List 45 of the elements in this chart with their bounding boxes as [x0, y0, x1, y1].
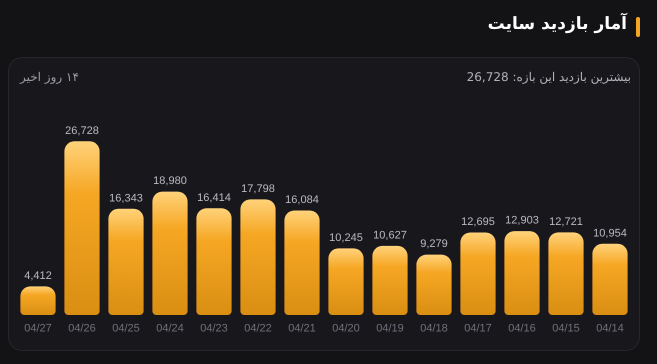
x-tick-label: 04/24 [156, 322, 184, 334]
x-tick-label: 04/20 [332, 322, 360, 334]
data-label: 4,412 [24, 270, 52, 282]
bar [548, 232, 584, 315]
x-tick-label: 04/16 [508, 322, 536, 334]
bar [196, 208, 232, 315]
bar [240, 199, 276, 315]
data-label: 12,903 [505, 214, 539, 227]
text: ۱۴ روز اخیر [20, 70, 79, 84]
data-label: 16,343 [109, 192, 143, 204]
x-tick-label: 04/21 [288, 322, 316, 334]
chart-title: آمار بازدید سایت [488, 14, 627, 34]
data-label: 10,627 [373, 229, 407, 242]
bar [416, 254, 452, 315]
x-tick-label: 04/25 [112, 322, 140, 334]
x-tick-label: 04/15 [552, 322, 580, 334]
x-tick-label: 04/18 [420, 322, 448, 334]
data-label: 12,695 [461, 216, 495, 228]
x-tick-label: 04/23 [200, 322, 228, 334]
bar [504, 231, 540, 315]
chart-subtitle: بیشترین بازدید این بازه: 26,728 [466, 70, 631, 84]
x-tick-label: 04/22 [244, 322, 272, 334]
x-tick-label: 04/27 [24, 322, 52, 334]
x-tick-label: 04/26 [68, 322, 96, 334]
bar [372, 246, 408, 315]
data-label: 16,414 [197, 192, 231, 204]
bar [328, 248, 364, 315]
bar [152, 192, 188, 315]
x-tick-label: 04/19 [376, 322, 404, 334]
data-label: 17,798 [241, 182, 275, 195]
bar [20, 286, 56, 315]
data-label: 9,279 [420, 238, 448, 250]
data-label: 26,728 [65, 124, 99, 137]
x-tick-label: 04/14 [596, 322, 624, 334]
data-label: 18,980 [153, 175, 187, 188]
data-label: 16,084 [285, 194, 319, 206]
x-tick-label: 04/17 [464, 322, 492, 334]
bar [592, 244, 628, 315]
bar [64, 141, 100, 315]
data-label: 12,721 [549, 216, 583, 228]
bar [284, 210, 320, 315]
bar [460, 232, 496, 315]
bar [108, 208, 144, 315]
data-label: 10,245 [329, 232, 363, 244]
data-label: 10,954 [593, 227, 627, 240]
